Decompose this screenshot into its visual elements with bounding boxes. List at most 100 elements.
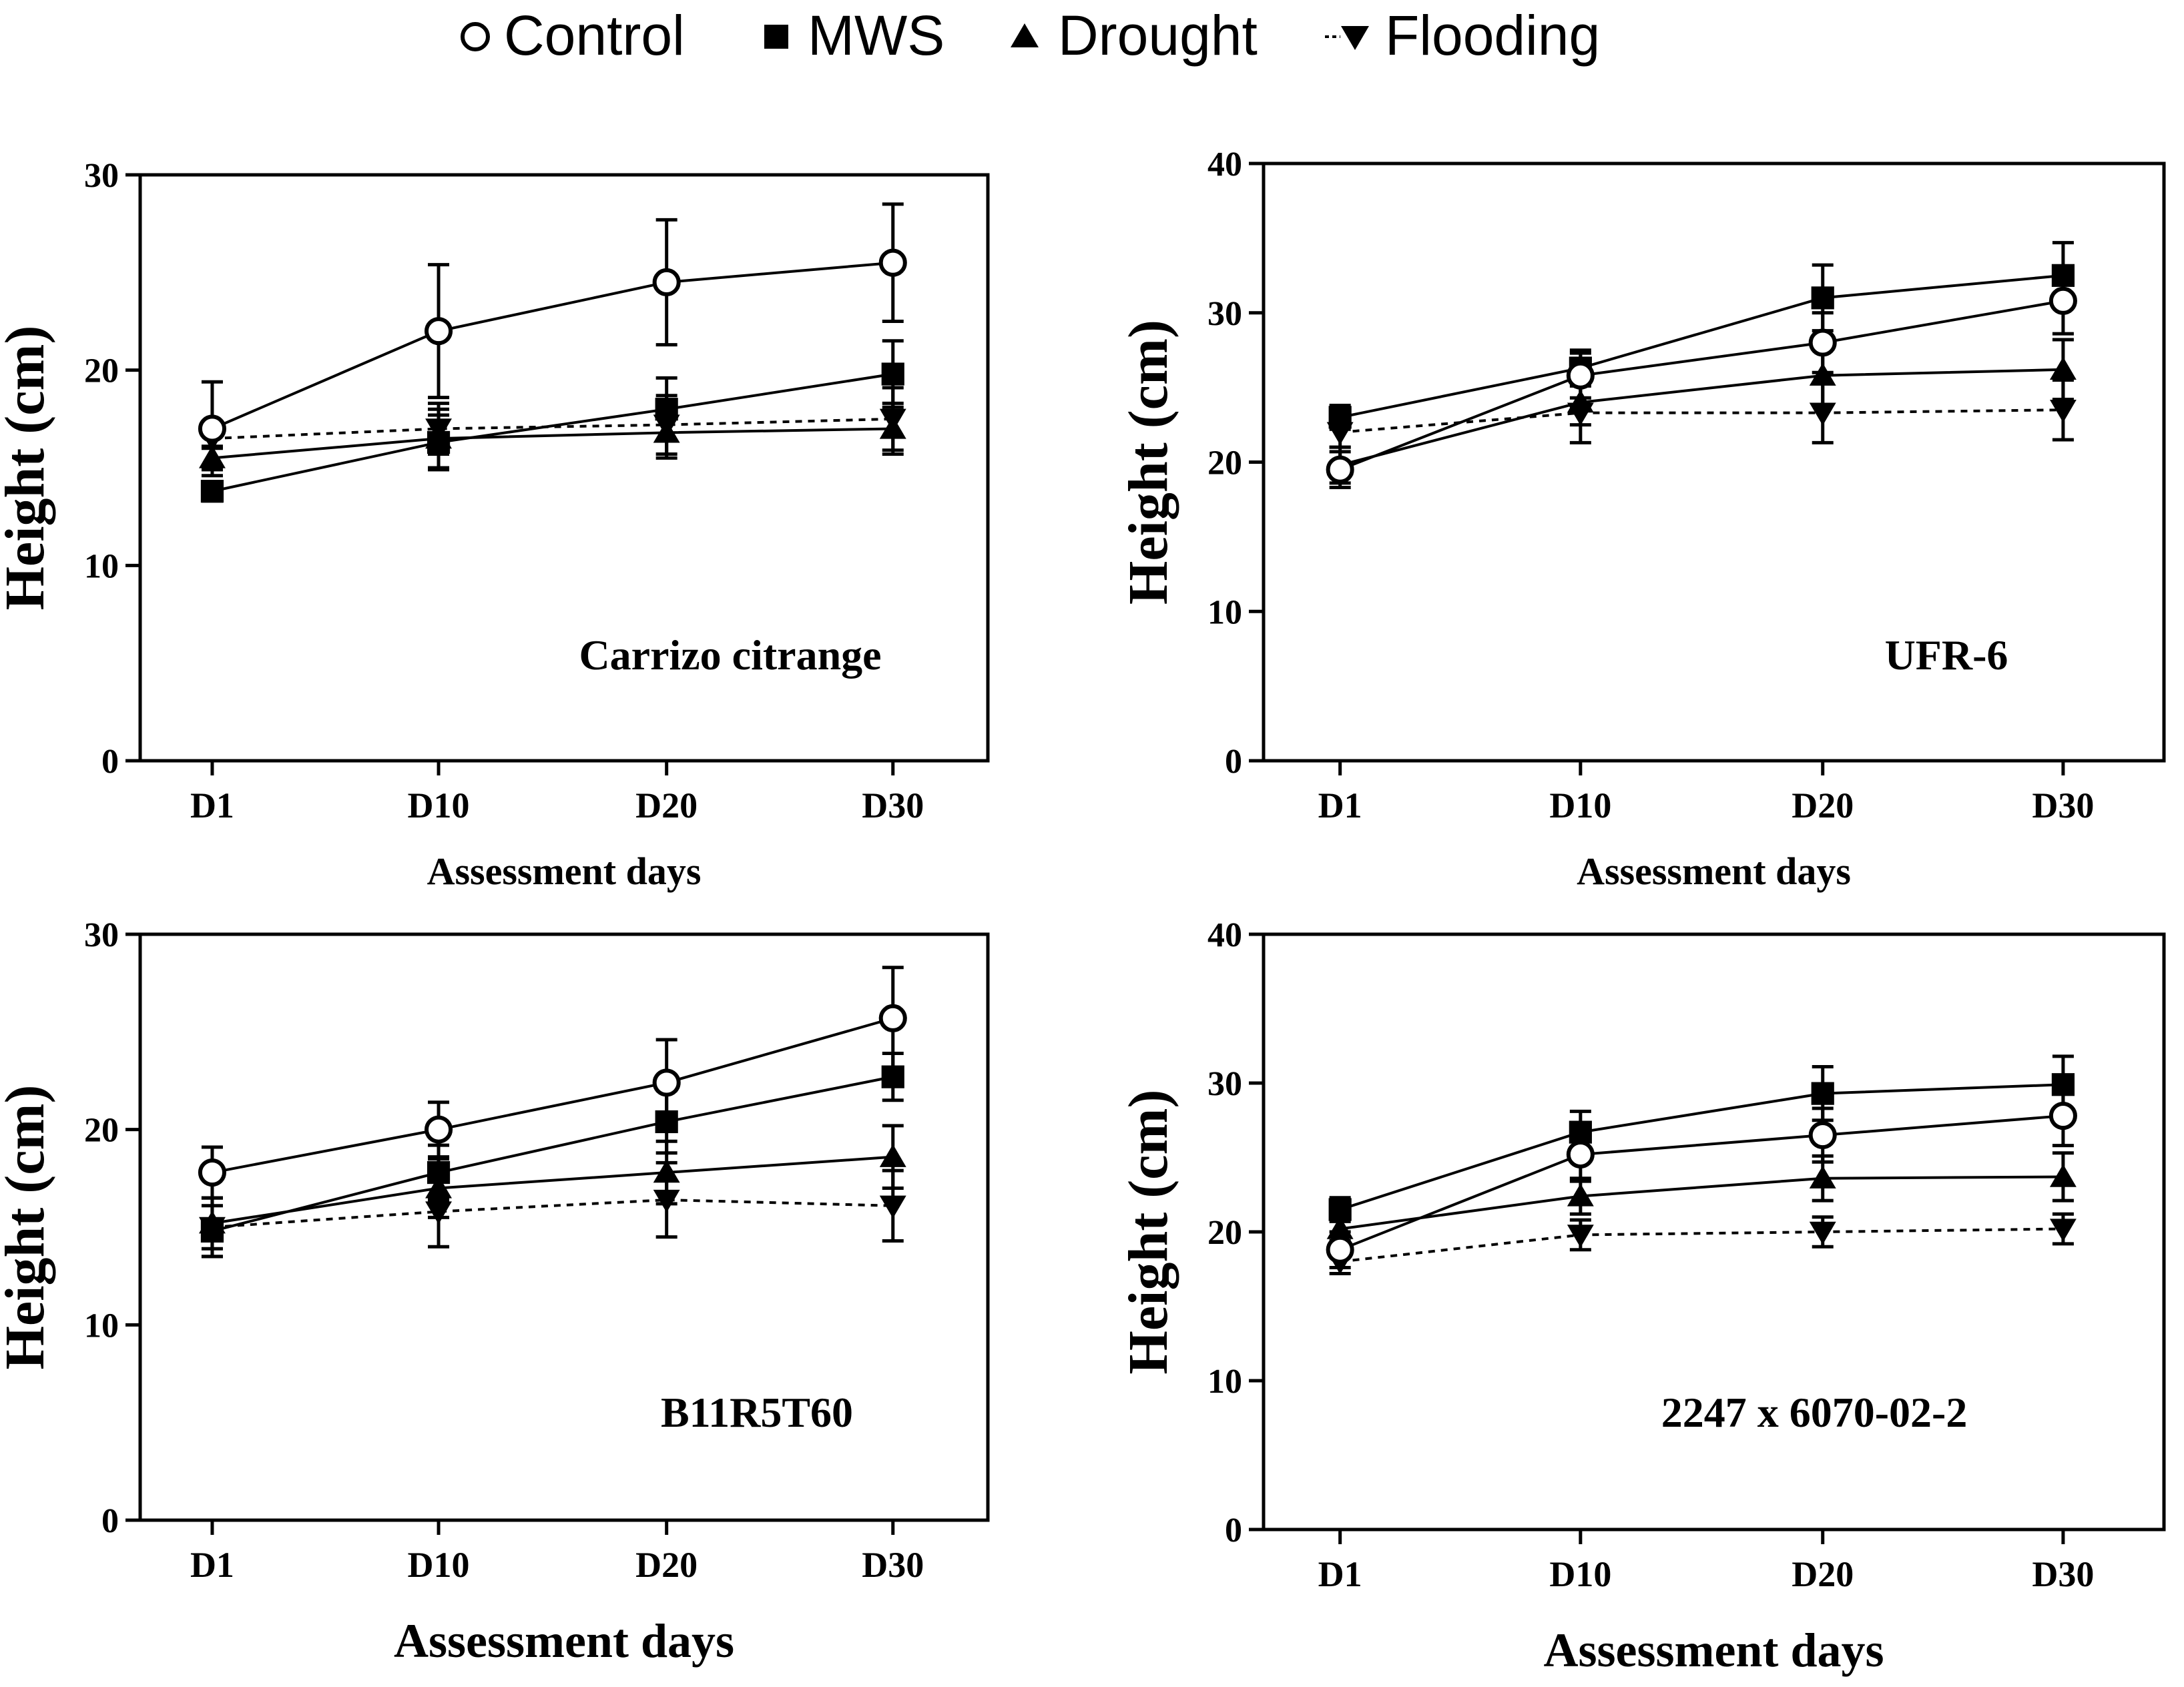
- panel-2247-x-6070-02-2-ytick-label-10: 10: [1207, 1363, 1242, 1401]
- panel-carrizo-citrange-xtick-label-d10: D10: [408, 785, 470, 825]
- panel-ufr-6-point-drought-d30: [2049, 356, 2077, 380]
- panel-b11r5t60-ytick-label-10: 10: [84, 1307, 119, 1345]
- panel-ufr-6-point-control-d20: [1808, 328, 1837, 357]
- panel-carrizo-citrange-point-control-d10: [424, 317, 453, 346]
- panel-carrizo-citrange-xtick-label-d30: D30: [862, 785, 924, 825]
- panel-2247-x-6070-02-2: 0 10 20 30 40 D1 D10 D20 D30 Assessment days Heigh…: [1117, 916, 2166, 1677]
- panel-2247-x-6070-02-2-x-axis-title: Assessment days: [1543, 1624, 1884, 1677]
- panel-b11r5t60-ytick-label-0: 0: [101, 1502, 119, 1540]
- panel-carrizo-citrange-line-control: [212, 261, 893, 430]
- panel-ufr-6-label: UFR-6: [1885, 631, 2008, 679]
- panel-2247-x-6070-02-2-point-control-d30: [2049, 1102, 2077, 1130]
- panel-carrizo-citrange-series-drought: [199, 401, 906, 472]
- panel-carrizo-citrange-series-control: [198, 202, 907, 478]
- panel-2247-x-6070-02-2-xtick-label-d30: D30: [2032, 1554, 2094, 1594]
- panel-carrizo-citrange-frame: [138, 173, 990, 763]
- panel-2247-x-6070-02-2-xtick-label-d1: D1: [1318, 1554, 1362, 1594]
- panel-2247-x-6070-02-2-point-mws-d1: [1328, 1198, 1352, 1221]
- panel-b11r5t60-line-drought: [212, 1155, 893, 1225]
- panel-b11r5t60-frame: [138, 932, 990, 1522]
- panel-carrizo-citrange-y-axis-title: Height (cm): [0, 326, 56, 611]
- panel-ufr-6-series-mws: [1328, 241, 2075, 431]
- panel-ufr-6-point-mws-d1: [1328, 406, 1352, 429]
- panel-ufr-6-ytick-label-0: 0: [1225, 743, 1242, 781]
- panel-ufr-6-point-drought-d20: [1809, 362, 1836, 386]
- panel-carrizo-citrange-series-flooding: [199, 386, 906, 456]
- panel-2247-x-6070-02-2-ytick-label-40: 40: [1207, 916, 1242, 954]
- panel-ufr-6-xtick-label-d1: D1: [1318, 785, 1362, 825]
- panel-ufr-6-ytick-label-30: 30: [1207, 295, 1242, 333]
- legend-entry-flooding: Flooding: [1325, 4, 1600, 67]
- panel-2247-x-6070-02-2-line-flooding: [1340, 1227, 2063, 1263]
- panel-ufr-6-point-control-d30: [2049, 286, 2077, 315]
- panel-2247-x-6070-02-2-point-flooding-d30: [2049, 1219, 2077, 1242]
- panel-b11r5t60-label: B11R5T60: [661, 1389, 853, 1436]
- panel-b11r5t60-point-flooding-d30: [879, 1195, 906, 1219]
- panel-b11r5t60-point-drought-d20: [653, 1160, 680, 1183]
- panel-ufr-6-line-control: [1339, 299, 2064, 471]
- panel-carrizo-citrange-point-mws-d1: [200, 480, 224, 503]
- legend: Control MWS Drought Flooding: [461, 4, 1600, 67]
- panel-2247-x-6070-02-2-xtick-label-d20: D20: [1792, 1554, 1854, 1594]
- panel-ufr-6-y-axis-title: Height (cm): [1117, 320, 1179, 605]
- panel-b11r5t60-point-control-d1: [198, 1158, 227, 1187]
- panel-2247-x-6070-02-2-series-mws: [1328, 1054, 2075, 1223]
- panel-carrizo-citrange-label: Carrizo citrange: [579, 631, 881, 679]
- panel-b11r5t60-line-mws: [212, 1075, 894, 1233]
- panel-2247-x-6070-02-2-line-drought: [1340, 1175, 2063, 1231]
- panel-ufr-6-point-flooding-d30: [2049, 399, 2077, 423]
- panel-carrizo-citrange: 0 10 20 30 D1 D10 D20 D30 Assessment days Height …: [0, 157, 990, 893]
- panel-2247-x-6070-02-2-series-control: [1326, 1084, 2077, 1270]
- panel-ufr-6-point-drought-d10: [1567, 390, 1594, 413]
- panel-ufr-6-point-control-d10: [1566, 361, 1595, 390]
- panel-ufr-6-xtick-label-d30: D30: [2032, 785, 2094, 825]
- panel-b11r5t60-point-drought-d30: [879, 1144, 906, 1167]
- legend-label-flooding: Flooding: [1385, 4, 1600, 67]
- panel-2247-x-6070-02-2-point-drought-d30: [2049, 1164, 2077, 1187]
- panel-ufr-6-line-flooding: [1340, 408, 2063, 434]
- panel-2247-x-6070-02-2-point-flooding-d20: [1809, 1221, 1836, 1245]
- panel-ufr-6-ytick-label-40: 40: [1207, 145, 1242, 184]
- panel-ufr-6-point-flooding-d20: [1809, 402, 1836, 426]
- panel-ufr-6-series-control: [1326, 266, 2077, 490]
- panel-carrizo-citrange-ytick-label-10: 10: [84, 547, 119, 585]
- panel-carrizo-citrange-point-mws-d20: [655, 398, 678, 421]
- legend-marker-control: [461, 22, 490, 51]
- legend-label-control: Control: [504, 4, 685, 67]
- panel-2247-x-6070-02-2-point-control-d10: [1566, 1140, 1595, 1169]
- legend-label-mws: MWS: [808, 4, 944, 67]
- panel-2247-x-6070-02-2-frame: [1262, 932, 2166, 1532]
- panel-ufr-6-xtick-label-d10: D10: [1549, 785, 1611, 825]
- panel-ufr-6-line-mws: [1340, 274, 2064, 419]
- panel-2247-x-6070-02-2-point-control-d20: [1808, 1121, 1837, 1150]
- panel-2247-x-6070-02-2-line-mws: [1340, 1083, 2063, 1211]
- legend-marker-mws: [764, 25, 788, 49]
- panel-b11r5t60-series-drought: [199, 1124, 906, 1251]
- panel-2247-x-6070-02-2-ytick-label-0: 0: [1225, 1511, 1242, 1550]
- panel-carrizo-citrange-xtick-label-d20: D20: [635, 785, 698, 825]
- panel-2247-x-6070-02-2-series-flooding: [1326, 1212, 2077, 1275]
- panel-carrizo-citrange-point-mws-d10: [427, 430, 451, 454]
- panel-2247-x-6070-02-2-ytick-label-30: 30: [1207, 1065, 1242, 1103]
- panel-2247-x-6070-02-2-point-flooding-d10: [1567, 1225, 1594, 1248]
- panel-b11r5t60-xtick-label-d10: D10: [408, 1545, 470, 1585]
- panel-2247-x-6070-02-2-ytick-label-20: 20: [1207, 1214, 1242, 1252]
- legend-entry-control: Control: [461, 4, 685, 67]
- panel-2247-x-6070-02-2-xtick-label-d10: D10: [1549, 1554, 1611, 1594]
- panel-2247-x-6070-02-2-point-drought-d10: [1567, 1183, 1594, 1207]
- panel-carrizo-citrange-point-control-d30: [878, 248, 907, 277]
- panel-ufr-6-x-axis-title: Assessment days: [1577, 850, 1851, 893]
- panel-b11r5t60-point-control-d20: [652, 1068, 681, 1097]
- panel-2247-x-6070-02-2-y-axis-title: Height (cm): [1117, 1090, 1179, 1375]
- legend-entry-mws: MWS: [764, 4, 944, 67]
- panel-b11r5t60-point-control-d10: [424, 1115, 453, 1144]
- panel-2247-x-6070-02-2-label: 2247 x 6070-02-2: [1661, 1389, 1968, 1436]
- panel-b11r5t60-ytick-label-30: 30: [84, 916, 119, 954]
- panel-b11r5t60-x-axis-title: Assessment days: [394, 1614, 734, 1668]
- panel-carrizo-citrange-xtick-label-d1: D1: [190, 785, 234, 825]
- panel-2247-x-6070-02-2-point-control-d1: [1326, 1235, 1354, 1264]
- legend-marker-flooding: [1341, 26, 1369, 50]
- panel-ufr-6-frame: [1262, 161, 2166, 763]
- panel-b11r5t60-line-control: [212, 1016, 894, 1174]
